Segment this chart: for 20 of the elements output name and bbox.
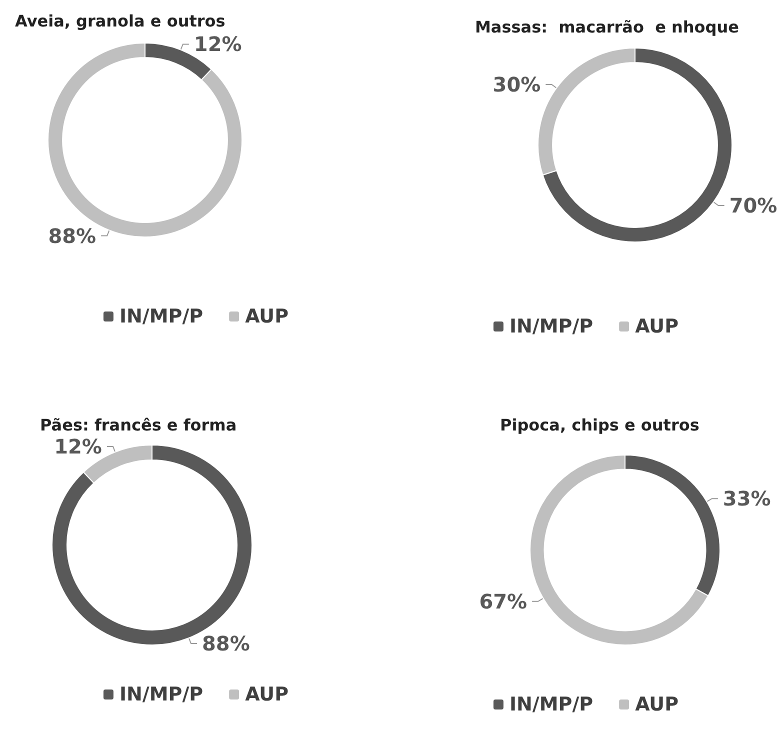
legend-label: AUP: [635, 694, 679, 716]
legend-label: AUP: [245, 306, 289, 328]
data-label: 70%: [729, 194, 778, 218]
legend-label: IN/MP/P: [119, 306, 204, 328]
legend-label: AUP: [635, 316, 679, 338]
legend-label: IN/MP/P: [119, 684, 204, 706]
chart-title: Aveia, granola e outros: [15, 12, 226, 30]
legend-label: IN/MP/P: [509, 316, 594, 338]
data-label: 67%: [479, 589, 528, 614]
chart-title: Pipoca, chips e outros: [500, 416, 700, 434]
data-label: 12%: [194, 32, 242, 56]
chart-title: Massas: macarrão e nhoque: [475, 18, 740, 36]
data-label: 88%: [48, 224, 96, 248]
data-label: 33%: [722, 486, 771, 511]
legend-label: IN/MP/P: [509, 694, 594, 716]
data-label: 88%: [202, 632, 250, 656]
data-label: 12%: [54, 434, 102, 458]
data-label: 30%: [492, 72, 541, 96]
legend-label: AUP: [245, 684, 289, 706]
chart-title: Pães: francês e forma: [40, 416, 237, 434]
